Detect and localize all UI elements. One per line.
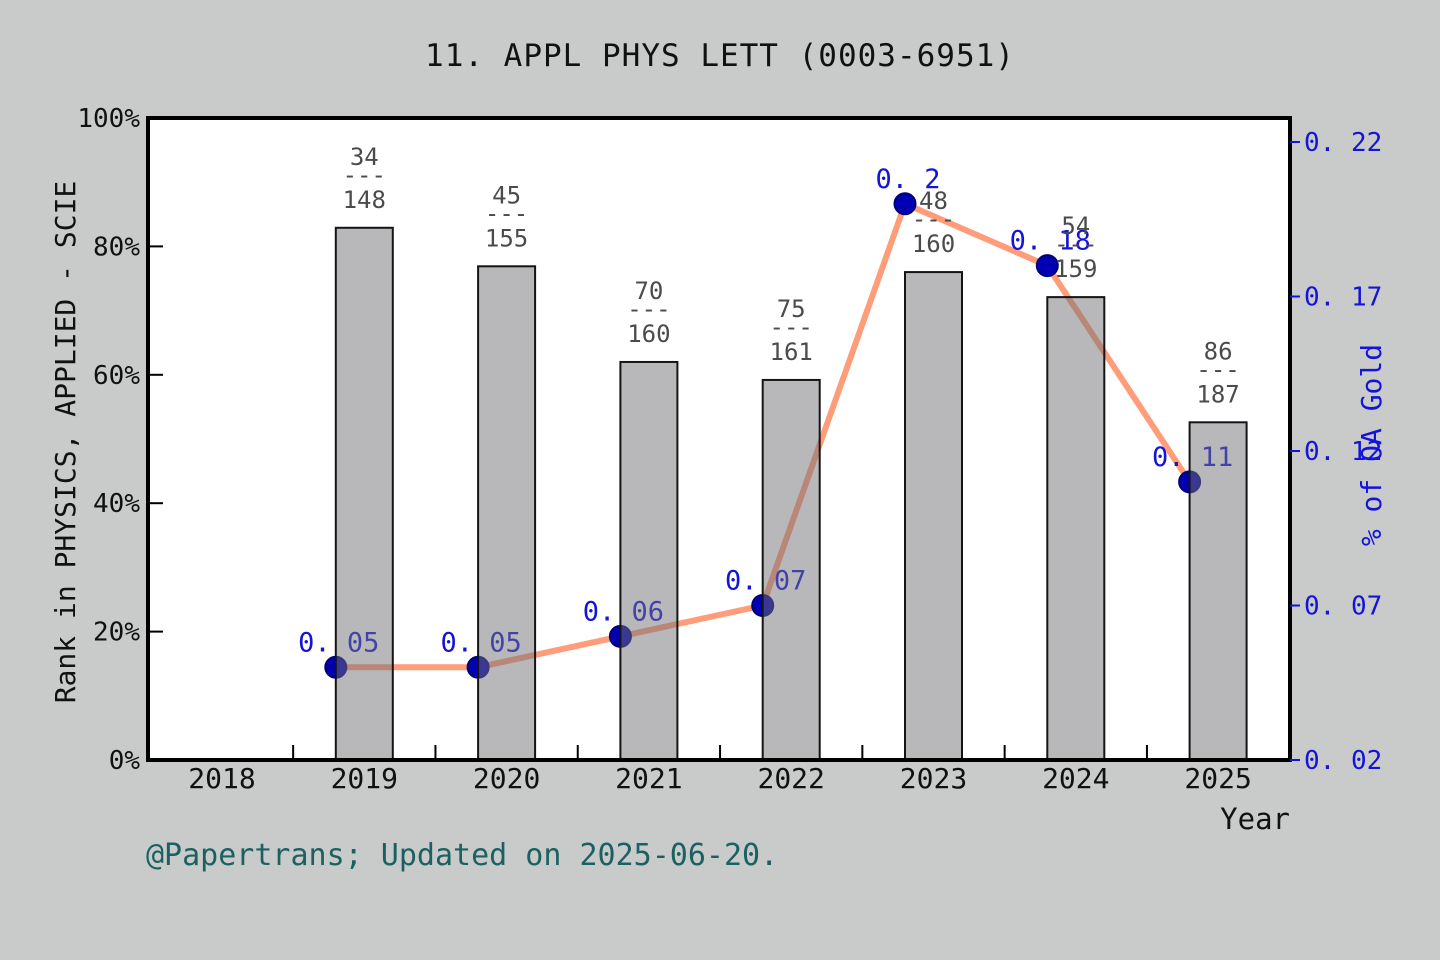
rank-numerator-2023: 48 [919,187,948,215]
rank-separator-2019: --- [343,161,386,189]
bar-2022 [761,378,821,761]
rank-denominator-2021: 160 [627,320,670,348]
rank-denominator-2025: 187 [1196,380,1239,408]
left-tick-label-40: 40% [93,489,140,519]
watermark-caption: @Papertrans; Updated on 2025-06-20. [146,838,779,873]
bar-2020 [477,265,537,761]
rank-separator-2025: --- [1196,355,1239,383]
bar-2024 [1046,296,1106,761]
rank-separator-2021: --- [627,295,670,323]
x-tick-label-2023: 2023 [900,762,967,795]
x-tick-label-2025: 2025 [1184,762,1251,795]
rank-separator-2023: --- [912,205,955,233]
right-axis-title: % of OA Gold [1355,343,1388,547]
chart-title: 11. APPL PHYS LETT (0003-6951) [425,38,1015,74]
left-axis-title: Rank in PHYSICS, APPLIED - SCIE [49,180,82,704]
rank-denominator-2024: 159 [1054,255,1097,283]
plot-background [148,118,1290,760]
rank-denominator-2023: 160 [912,230,955,258]
left-tick-label-0: 0% [109,746,141,776]
rank-numerator-2022: 75 [777,295,806,323]
point-label-2023: 0. 2 [875,164,940,195]
rank-separator-2024: --- [1054,230,1097,258]
data-point-2023 [893,192,917,216]
bar-2023 [904,271,963,761]
right-tick-label-0.02: 0. 02 [1304,746,1382,776]
bar-2019 [334,226,394,762]
right-tick-label-0.17: 0. 17 [1304,283,1382,313]
left-tick-label-80: 80% [93,232,140,262]
rank-numerator-2020: 45 [492,181,521,209]
left-tick-label-100: 100% [77,104,140,134]
rank-numerator-2021: 70 [634,277,663,305]
rank-denominator-2022: 161 [770,338,813,366]
point-label-2024: 0. 18 [1010,226,1091,257]
bar-2021 [619,360,679,761]
rank-denominator-2019: 148 [343,186,386,214]
x-tick-label-2020: 2020 [473,762,540,795]
rank-denominator-2020: 155 [485,224,528,252]
right-tick-label-0.22: 0. 22 [1304,128,1382,158]
right-tick-label-0.07: 0. 07 [1304,592,1382,622]
right-tick-label-0.12: 0. 12 [1304,437,1382,467]
x-tick-label-2018: 2018 [188,762,255,795]
x-tick-label-2022: 2022 [757,762,824,795]
x-tick-label-2021: 2021 [615,762,682,795]
data-point-2024 [1035,254,1059,278]
left-tick-label-20: 20% [93,618,140,648]
x-tick-label-2024: 2024 [1042,762,1109,795]
rank-numerator-2019: 34 [350,143,379,171]
rank-separator-2020: --- [485,199,528,227]
x-tick-label-2019: 2019 [331,762,398,795]
bar-2025 [1188,421,1248,761]
rank-separator-2022: --- [770,313,813,341]
left-tick-label-60: 60% [93,361,140,391]
axis-frame [146,116,1292,762]
rank-numerator-2025: 86 [1204,337,1233,365]
x-axis-title: Year [1220,802,1290,836]
rank-numerator-2024: 54 [1061,212,1090,240]
